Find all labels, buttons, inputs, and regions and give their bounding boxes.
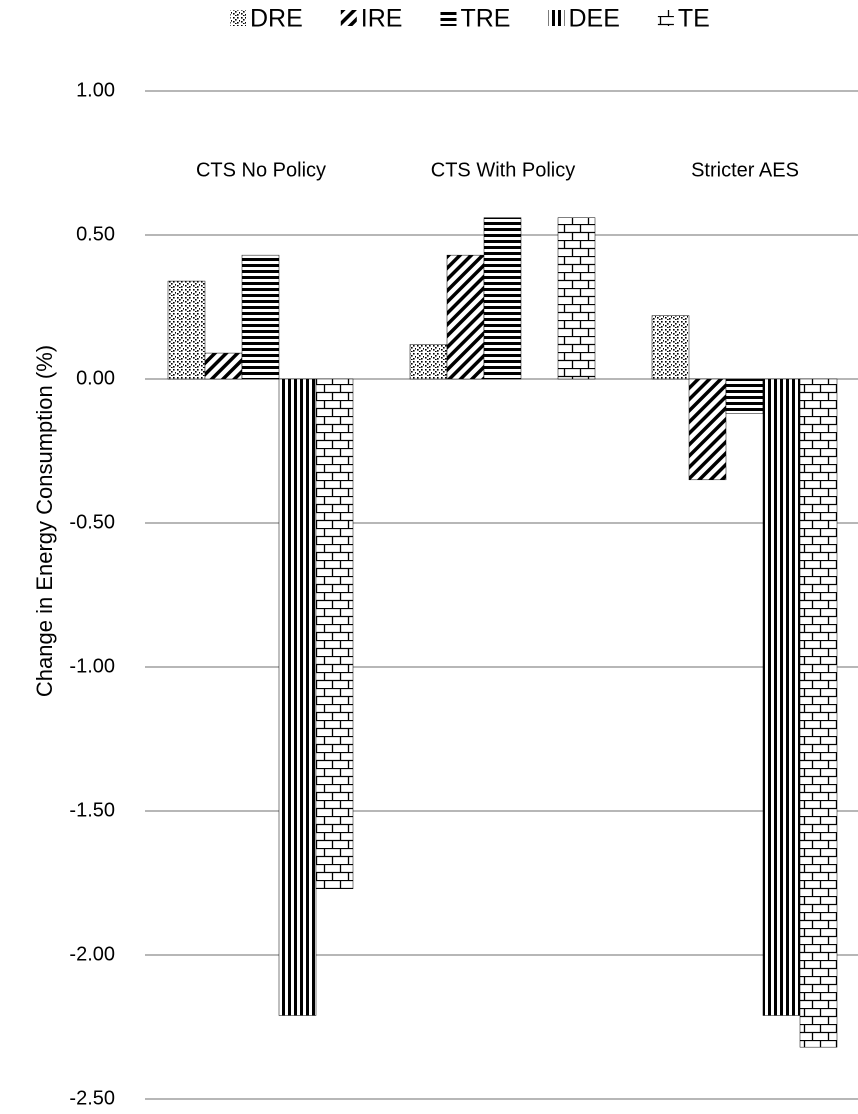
y-tick-label: 0.00 bbox=[76, 367, 115, 389]
category-label: CTS No Policy bbox=[196, 159, 326, 181]
bar bbox=[651, 315, 690, 380]
legend-label: DRE bbox=[250, 5, 303, 33]
y-tick-label: 1.00 bbox=[76, 79, 115, 101]
bar bbox=[204, 352, 243, 380]
grid: -2.50 -2.00 -1.50 -1.00 -0.50 0.00 0.50 1.00 CTS… bbox=[69, 79, 858, 1109]
legend-swatch bbox=[548, 10, 565, 26]
legend-label: TRE bbox=[460, 5, 510, 33]
legend-swatch bbox=[440, 10, 457, 26]
y-tick-label: -1.00 bbox=[69, 655, 115, 677]
bars bbox=[167, 217, 838, 1048]
bar bbox=[446, 254, 485, 380]
y-tick-label: 0.50 bbox=[76, 223, 115, 245]
bar bbox=[167, 280, 206, 380]
bar bbox=[688, 378, 727, 481]
bar bbox=[409, 344, 448, 380]
y-tick-label: -2.00 bbox=[69, 943, 115, 965]
legend: DRE IRE TRE DEE TE bbox=[230, 5, 710, 33]
bar bbox=[315, 378, 354, 890]
legend-label: IRE bbox=[361, 5, 403, 33]
bar bbox=[725, 378, 764, 414]
bar bbox=[483, 217, 522, 380]
bar bbox=[241, 254, 280, 380]
category-label: Stricter AES bbox=[691, 159, 799, 181]
bar bbox=[557, 217, 596, 380]
bar bbox=[799, 378, 838, 1048]
y-tick-label: -1.50 bbox=[69, 799, 115, 821]
legend-label: TE bbox=[678, 5, 710, 33]
y-axis-title: Change in Energy Consumption (%) bbox=[32, 345, 57, 697]
legend-swatch bbox=[340, 10, 357, 26]
legend-swatch bbox=[230, 10, 246, 26]
y-tick-label: -0.50 bbox=[69, 511, 115, 533]
bar bbox=[278, 378, 317, 1016]
bar bbox=[762, 378, 801, 1016]
y-tick-label: -2.50 bbox=[69, 1087, 115, 1109]
legend-label: DEE bbox=[568, 5, 619, 33]
legend-swatch bbox=[657, 10, 674, 26]
category-label: CTS With Policy bbox=[431, 159, 575, 181]
